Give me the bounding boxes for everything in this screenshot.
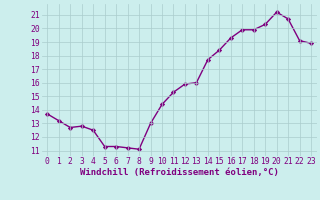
X-axis label: Windchill (Refroidissement éolien,°C): Windchill (Refroidissement éolien,°C) — [80, 168, 279, 177]
